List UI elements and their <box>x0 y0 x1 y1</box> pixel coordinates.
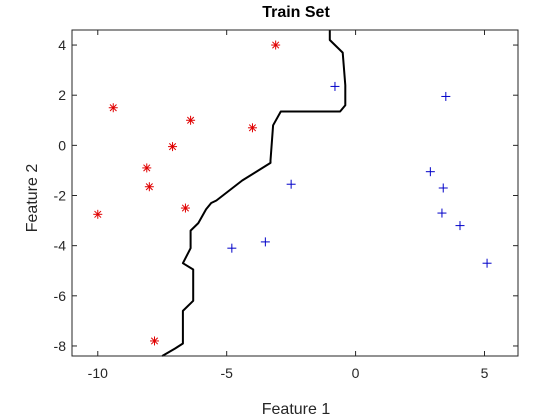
asterisk-point <box>186 115 196 125</box>
data-points-layer <box>93 40 492 346</box>
plus-point <box>441 91 451 101</box>
asterisk-point <box>108 103 118 113</box>
asterisk-point <box>93 209 103 219</box>
asterisk-point <box>180 203 190 213</box>
decision-boundary <box>161 30 347 357</box>
y-tick-label: 4 <box>58 37 66 53</box>
plus-point <box>330 81 340 91</box>
asterisk-point <box>149 336 159 346</box>
plot-frame <box>71 29 519 357</box>
x-axis-label: Feature 1 <box>262 401 331 418</box>
decision-boundary-layer <box>161 30 347 357</box>
y-tick-label: 0 <box>58 137 66 153</box>
asterisk-point <box>247 123 257 133</box>
plus-point <box>455 221 465 231</box>
y-tick-label: -4 <box>54 238 67 254</box>
asterisk-point <box>271 40 281 50</box>
y-tick-label: -8 <box>54 338 67 354</box>
plus-point <box>437 208 447 218</box>
plus-point <box>482 258 492 268</box>
x-tick-label: -10 <box>88 365 108 381</box>
plus-point <box>286 179 296 189</box>
y-tick-label: -2 <box>54 188 67 204</box>
x-tick-label: 0 <box>352 365 360 381</box>
plus-point <box>260 237 270 247</box>
asterisk-point <box>144 182 154 192</box>
asterisk-point <box>142 163 152 173</box>
plus-point <box>425 167 435 177</box>
y-tick-label: -6 <box>54 288 67 304</box>
y-tick-label: 2 <box>58 87 66 103</box>
axis-ticks: -10 -5 0 5 -8 -6 -4 -2 0 2 4 <box>54 30 518 381</box>
chart-title: Train Set <box>262 4 330 21</box>
asterisk-point <box>168 142 178 152</box>
plus-point <box>227 243 237 253</box>
y-axis-label: Feature 2 <box>24 164 41 233</box>
plus-point <box>438 183 448 193</box>
x-tick-label: -5 <box>220 365 233 381</box>
x-tick-label: 5 <box>481 365 489 381</box>
